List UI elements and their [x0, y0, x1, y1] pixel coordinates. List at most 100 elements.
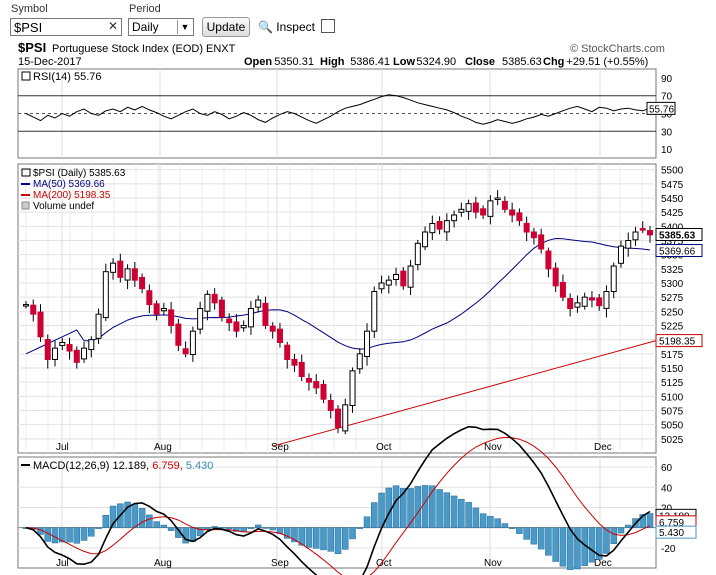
macd-hist-bar	[298, 527, 305, 546]
candle-body	[197, 308, 204, 330]
candle-body	[182, 348, 189, 355]
inspect-checkbox[interactable]	[321, 19, 336, 33]
candle-body	[233, 321, 240, 332]
macd-hist-bar	[363, 516, 371, 528]
candle-body	[313, 380, 320, 389]
candle-body	[139, 276, 146, 290]
price-last-box-2	[655, 334, 703, 348]
candle-body	[385, 279, 392, 286]
macd-hist-bar	[124, 501, 131, 528]
price-legend-icon	[21, 168, 31, 177]
candle-body	[610, 265, 617, 292]
macd-hist-bar	[196, 527, 204, 537]
candle-body	[211, 293, 218, 304]
candle-body	[175, 323, 182, 346]
candle-body	[596, 297, 603, 307]
macd-hist-bar	[131, 503, 139, 528]
month-label-top-3: Oct	[376, 442, 392, 453]
macd-hist-bar	[545, 527, 552, 556]
symbol-input[interactable]	[10, 18, 122, 36]
macd-hist-bar	[153, 521, 160, 528]
header-date: 15-Dec-2017	[18, 56, 82, 68]
macd-hist-bar	[371, 502, 378, 528]
period-select[interactable]: Daily ▼	[128, 18, 194, 36]
candle-body	[255, 299, 262, 308]
month-label-top-0: Jul	[56, 442, 69, 453]
candle-body	[44, 339, 51, 361]
macd-hist-bar	[400, 488, 407, 528]
chevron-down-icon[interactable]: ▼	[177, 20, 192, 34]
macd-hist-bar	[494, 518, 501, 528]
candle-body	[117, 260, 124, 278]
price-tick-2: 5450	[661, 194, 684, 205]
ohlc-label-1: High	[320, 56, 345, 68]
candle-body	[131, 268, 138, 281]
rsi-last-box	[646, 101, 676, 115]
candle-body	[465, 203, 472, 212]
candle-body	[335, 408, 341, 429]
month-label-top-2: Sep	[271, 442, 289, 453]
header-symbol: $PSI	[18, 40, 46, 55]
candle-body	[574, 302, 581, 308]
update-button[interactable]: Update	[202, 17, 250, 37]
macd-hist-bar	[574, 527, 581, 570]
macd-hist-bar	[102, 515, 110, 528]
macd-hist-bar	[73, 527, 81, 544]
candle-body	[37, 311, 44, 338]
macd-hist-bar	[327, 527, 334, 552]
rsi-tick-1: 70	[661, 92, 673, 103]
macd-hist-bar	[508, 527, 516, 529]
price-tick-5: 5375	[661, 237, 684, 248]
month-label-bottom-2: Sep	[271, 558, 289, 569]
candles	[23, 190, 653, 435]
macd-signal-line	[25, 436, 651, 575]
candle-body	[298, 361, 305, 377]
rsi-title: RSI(14) 55.76	[33, 71, 101, 83]
macd-hist-bar	[305, 527, 313, 548]
macd-hist-bar	[204, 527, 211, 530]
candle-body	[240, 325, 247, 329]
macd-hist-bar	[436, 489, 443, 528]
candle-body	[364, 330, 371, 358]
rsi-legend-icon	[21, 71, 31, 81]
candle-body	[378, 282, 385, 290]
macd-hist-bar	[421, 485, 429, 528]
macd-hist-bar	[146, 514, 153, 528]
macd-hist-bar	[450, 495, 458, 528]
macd-hist-bar	[559, 527, 567, 567]
price-tick-11: 5225	[661, 322, 684, 333]
candle-body	[30, 304, 37, 315]
ohlc-value-3: 5385.63	[502, 56, 542, 68]
macd-title: MACD(12,26,9) 12.189, 6.759, 5.430	[33, 460, 213, 472]
macd-hist-bar	[312, 527, 320, 549]
rsi-tick-3: 30	[661, 127, 673, 138]
ohlc-label-4: Chg	[543, 56, 564, 68]
price-last-label-0: 5385.63	[659, 230, 696, 241]
clear-icon[interactable]: ✕	[108, 19, 119, 33]
macd-hist-bar	[80, 527, 88, 541]
macd-hist-bar	[392, 485, 400, 528]
price-tick-13: 5175	[661, 350, 684, 361]
inspect-toggle[interactable]: 🔍 Inspect	[258, 19, 336, 34]
candle-body	[414, 242, 421, 266]
ohlc-value-4: +29.51 (+0.55%)	[566, 56, 648, 68]
candle-body	[153, 303, 160, 315]
macd-hist-bar	[595, 527, 603, 560]
candle-body	[320, 383, 327, 400]
macd-hist-bar	[59, 527, 66, 543]
price-tick-17: 5075	[661, 407, 684, 418]
header-exchange: ENXT	[206, 43, 236, 55]
price-last-label-1: 5369.66	[659, 247, 696, 258]
candle-body	[226, 318, 233, 324]
macd-hist-bar	[254, 524, 262, 528]
candle-body	[66, 344, 73, 352]
macd-hist-bar	[167, 527, 175, 531]
candle-body	[305, 378, 312, 383]
candle-body	[168, 309, 175, 326]
ohlc-value-1: 5386.41	[350, 56, 390, 68]
month-label-top-4: Nov	[484, 442, 502, 453]
macd-hist-bar	[429, 485, 436, 528]
macd-hist-bar	[624, 524, 632, 528]
macd-hist-bar	[443, 492, 451, 528]
